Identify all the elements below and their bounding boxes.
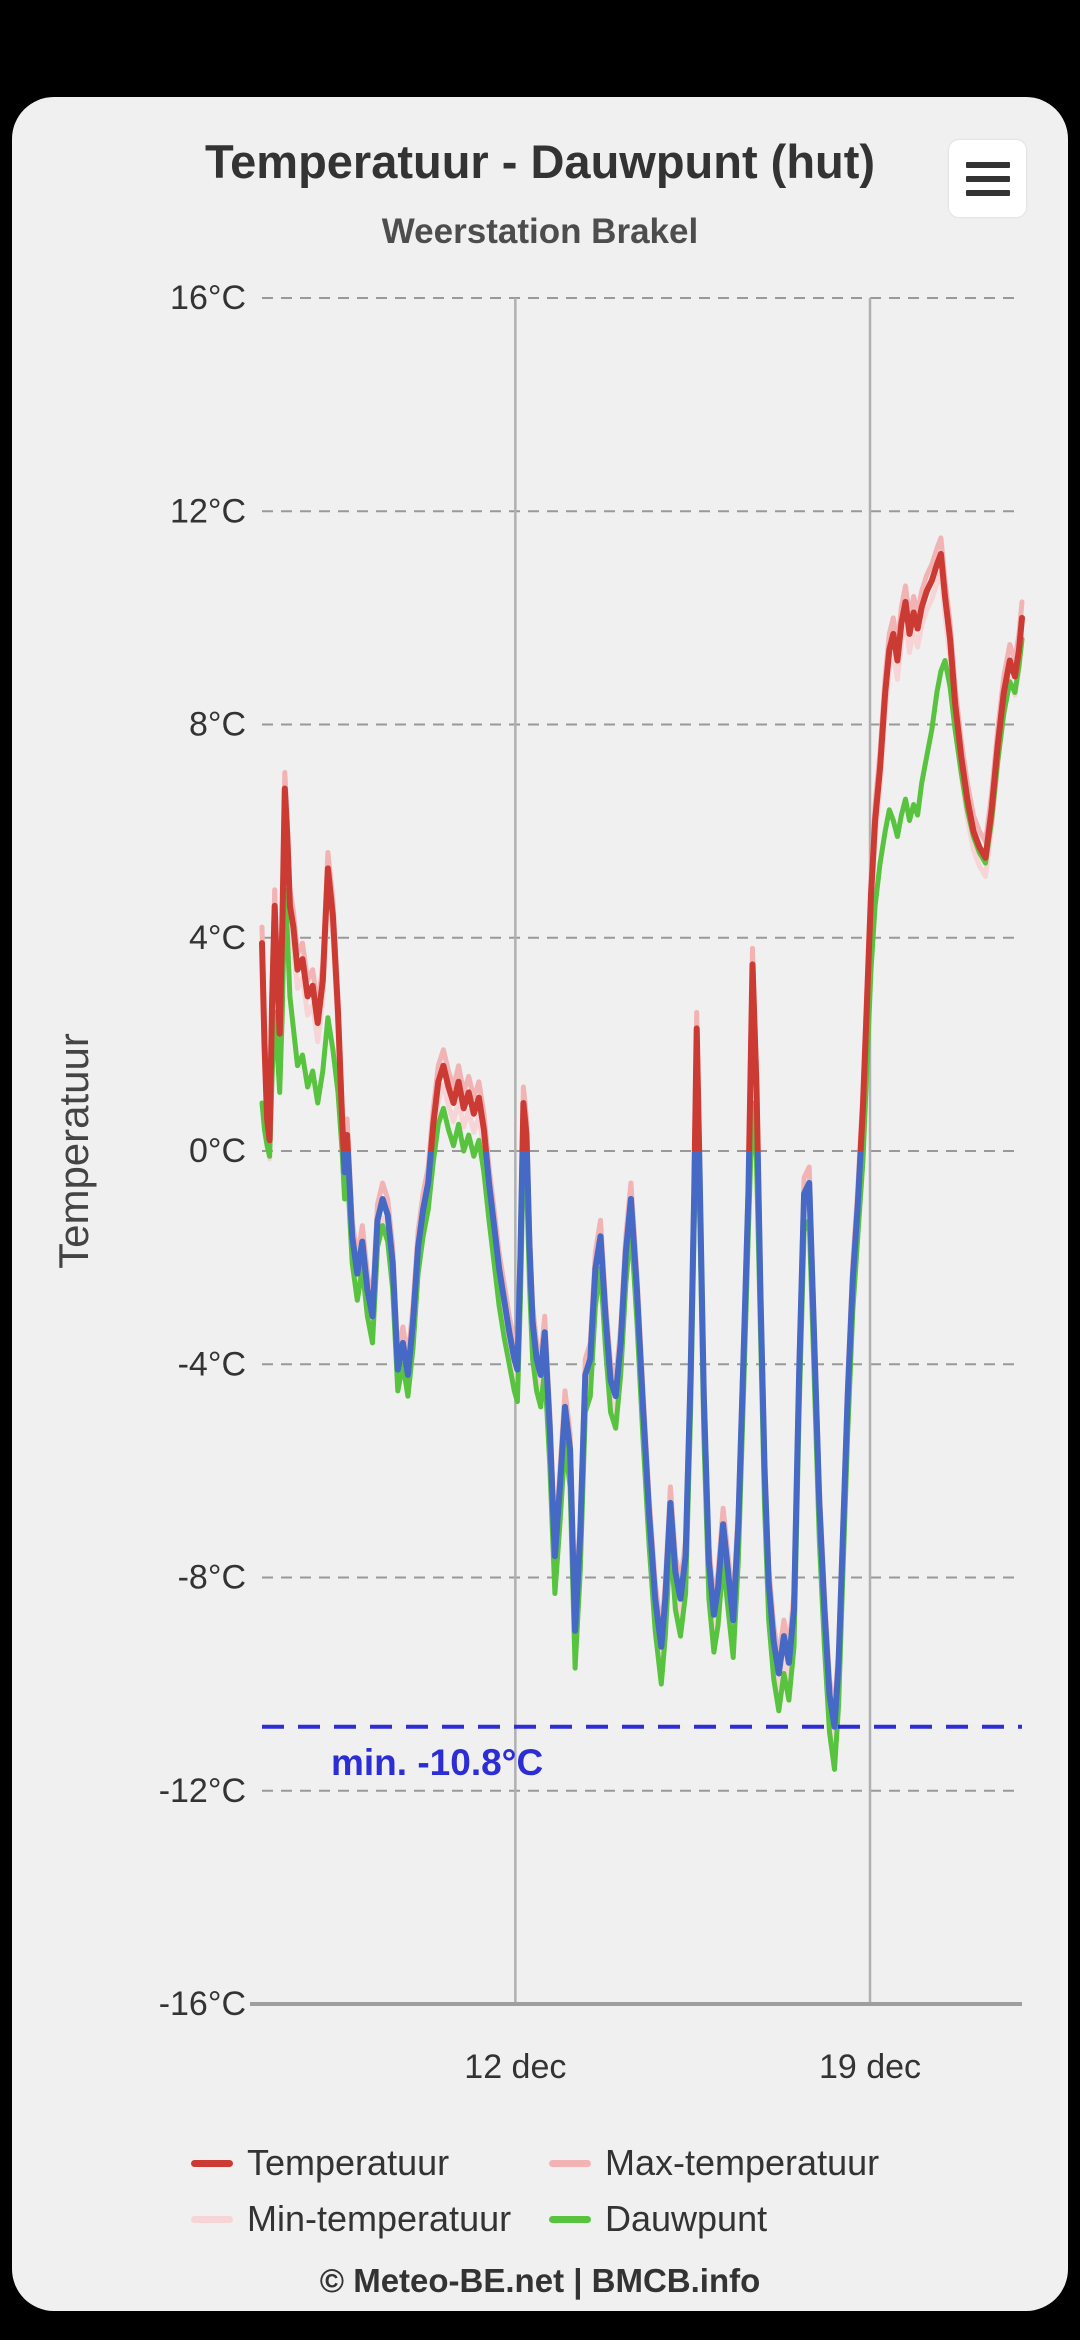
svg-text:-8°C: -8°C [178,1559,246,1597]
legend-swatch-dauwpunt [549,2215,591,2223]
svg-text:-16°C: -16°C [159,1985,246,2023]
chart-caption: © Meteo-BE.net | BMCB.info [319,2262,761,2299]
hamburger-icon [965,161,1010,168]
legend-swatch-min-temperatuur [191,2215,233,2223]
legend-label: Dauwpunt [605,2198,768,2239]
y-axis: 16°C 12°C 8°C 4°C 0°C -4°C -8°C -12°C -16°C [159,279,1022,2023]
legend-item-dauwpunt[interactable]: Dauwpunt [549,2198,889,2240]
legend-swatch-max-temperatuur [549,2159,591,2167]
legend-item-max-temperatuur[interactable]: Max-temperatuur [549,2142,889,2184]
legend-label: Min-temperatuur [247,2198,512,2239]
x-axis: 12 dec 19 dec [464,298,921,2086]
chart-legend: Temperatuur Max-temperatuur Min-temperat… [0,2142,1080,2240]
chart-card [12,97,1068,2311]
min-plotline-label: min. -10.8°C [331,1742,543,1783]
legend-label: Max-temperatuur [605,2142,880,2183]
y-axis-title: Temperatuur [50,1033,97,1269]
chart-subtitle: Weerstation Brakel [381,212,699,251]
svg-text:19 dec: 19 dec [819,2048,921,2086]
series-Temperatuur [259,550,1025,1151]
menu-button[interactable] [949,140,1026,217]
legend-label: Temperatuur [247,2142,450,2183]
svg-text:-12°C: -12°C [159,1772,246,1810]
svg-text:12 dec: 12 dec [464,2048,566,2086]
svg-text:0°C: 0°C [189,1132,246,1170]
svg-text:-4°C: -4°C [178,1345,246,1383]
legend-item-temperatuur[interactable]: Temperatuur [191,2142,549,2184]
svg-text:8°C: 8°C [189,706,246,744]
series-Max-temperatuur [259,535,1025,1714]
legend-item-min-temperatuur[interactable]: Min-temperatuur [191,2198,549,2240]
legend-swatch-temperatuur [191,2159,233,2167]
svg-text:12°C: 12°C [170,492,246,530]
svg-text:4°C: 4°C [189,919,246,957]
series-Min-temperatuur [259,570,1025,1748]
series-Temperatuur-below-zero [340,1151,864,1730]
svg-text:16°C: 16°C [170,279,246,317]
chart-title: Temperatuur - Dauwpunt (hut) [204,135,876,188]
